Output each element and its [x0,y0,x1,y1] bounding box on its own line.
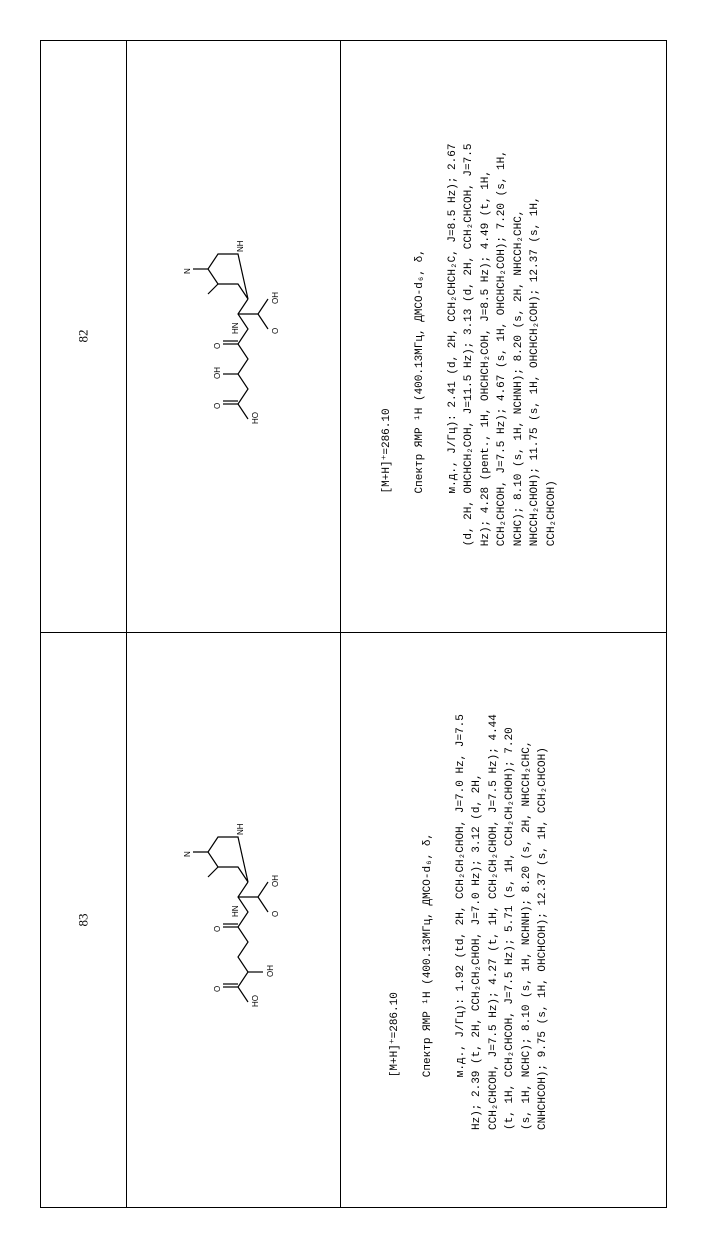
svg-text:N: N [183,268,192,274]
compound-id: 82 [76,330,92,343]
svg-text:OH: OH [271,875,280,887]
svg-text:HO: HO [251,412,260,424]
nmr-header: Спектр ЯМР ¹H (400.13МГц, ДМСО-d₆, δ, [413,249,425,493]
spectral-data-cell: [M+H]⁺=286.10 Спектр ЯМР ¹H (400.13МГц, … [340,41,666,633]
structure-cell: HO O OH O HN OH O N NH [127,41,340,633]
compound-id: 83 [76,913,92,926]
svg-text:O: O [213,403,222,409]
svg-text:N: N [183,851,192,857]
svg-text:HO: HO [251,995,260,1007]
svg-text:O: O [271,911,280,917]
compound-id-cell: 82 [41,41,127,633]
nmr-body: м.д., J/Гц): 1.92 (td, 2H, CCH₂CH₂CHOH, … [454,707,549,1129]
mass-line: [M+H]⁺=286.10 [388,992,400,1077]
svg-text:O: O [271,328,280,334]
svg-text:NH: NH [236,823,245,835]
svg-text:O: O [213,986,222,992]
svg-text:O: O [213,926,222,932]
structure-cell: HO O OH O HN OH O N NH [127,632,340,1207]
spectral-text: [M+H]⁺=286.10 Спектр ЯМР ¹H (400.13МГц, … [370,710,568,1130]
svg-text:O: O [213,343,222,349]
mass-line: [M+H]⁺=286.10 [380,408,392,493]
svg-text:HN: HN [231,322,240,334]
molecule-structure-icon: HO O OH O HN OH O N NH [168,234,298,434]
compound-table: 82 HO [40,40,667,1208]
compound-id-cell: 83 [41,632,127,1207]
nmr-body: м.д., J/Гц): 2.41 (d, 2H, CCH₂CHCH₂C, J=… [446,137,557,546]
table-row: 83 HO O [41,632,667,1207]
svg-text:HN: HN [231,905,240,917]
spectral-data-cell: [M+H]⁺=286.10 Спектр ЯМР ¹H (400.13МГц, … [340,632,666,1207]
svg-text:OH: OH [271,292,280,304]
svg-text:OH: OH [213,367,222,379]
svg-text:OH: OH [266,965,275,977]
nmr-header: Спектр ЯМР ¹H (400.13МГц, ДМСО-d₆, δ, [421,832,433,1076]
svg-text:NH: NH [236,240,245,252]
table-row: 82 HO [41,41,667,633]
spectral-text: [M+H]⁺=286.10 Спектр ЯМР ¹H (400.13МГц, … [361,126,576,546]
molecule-structure-icon: HO O OH O HN OH O N NH [168,817,298,1017]
